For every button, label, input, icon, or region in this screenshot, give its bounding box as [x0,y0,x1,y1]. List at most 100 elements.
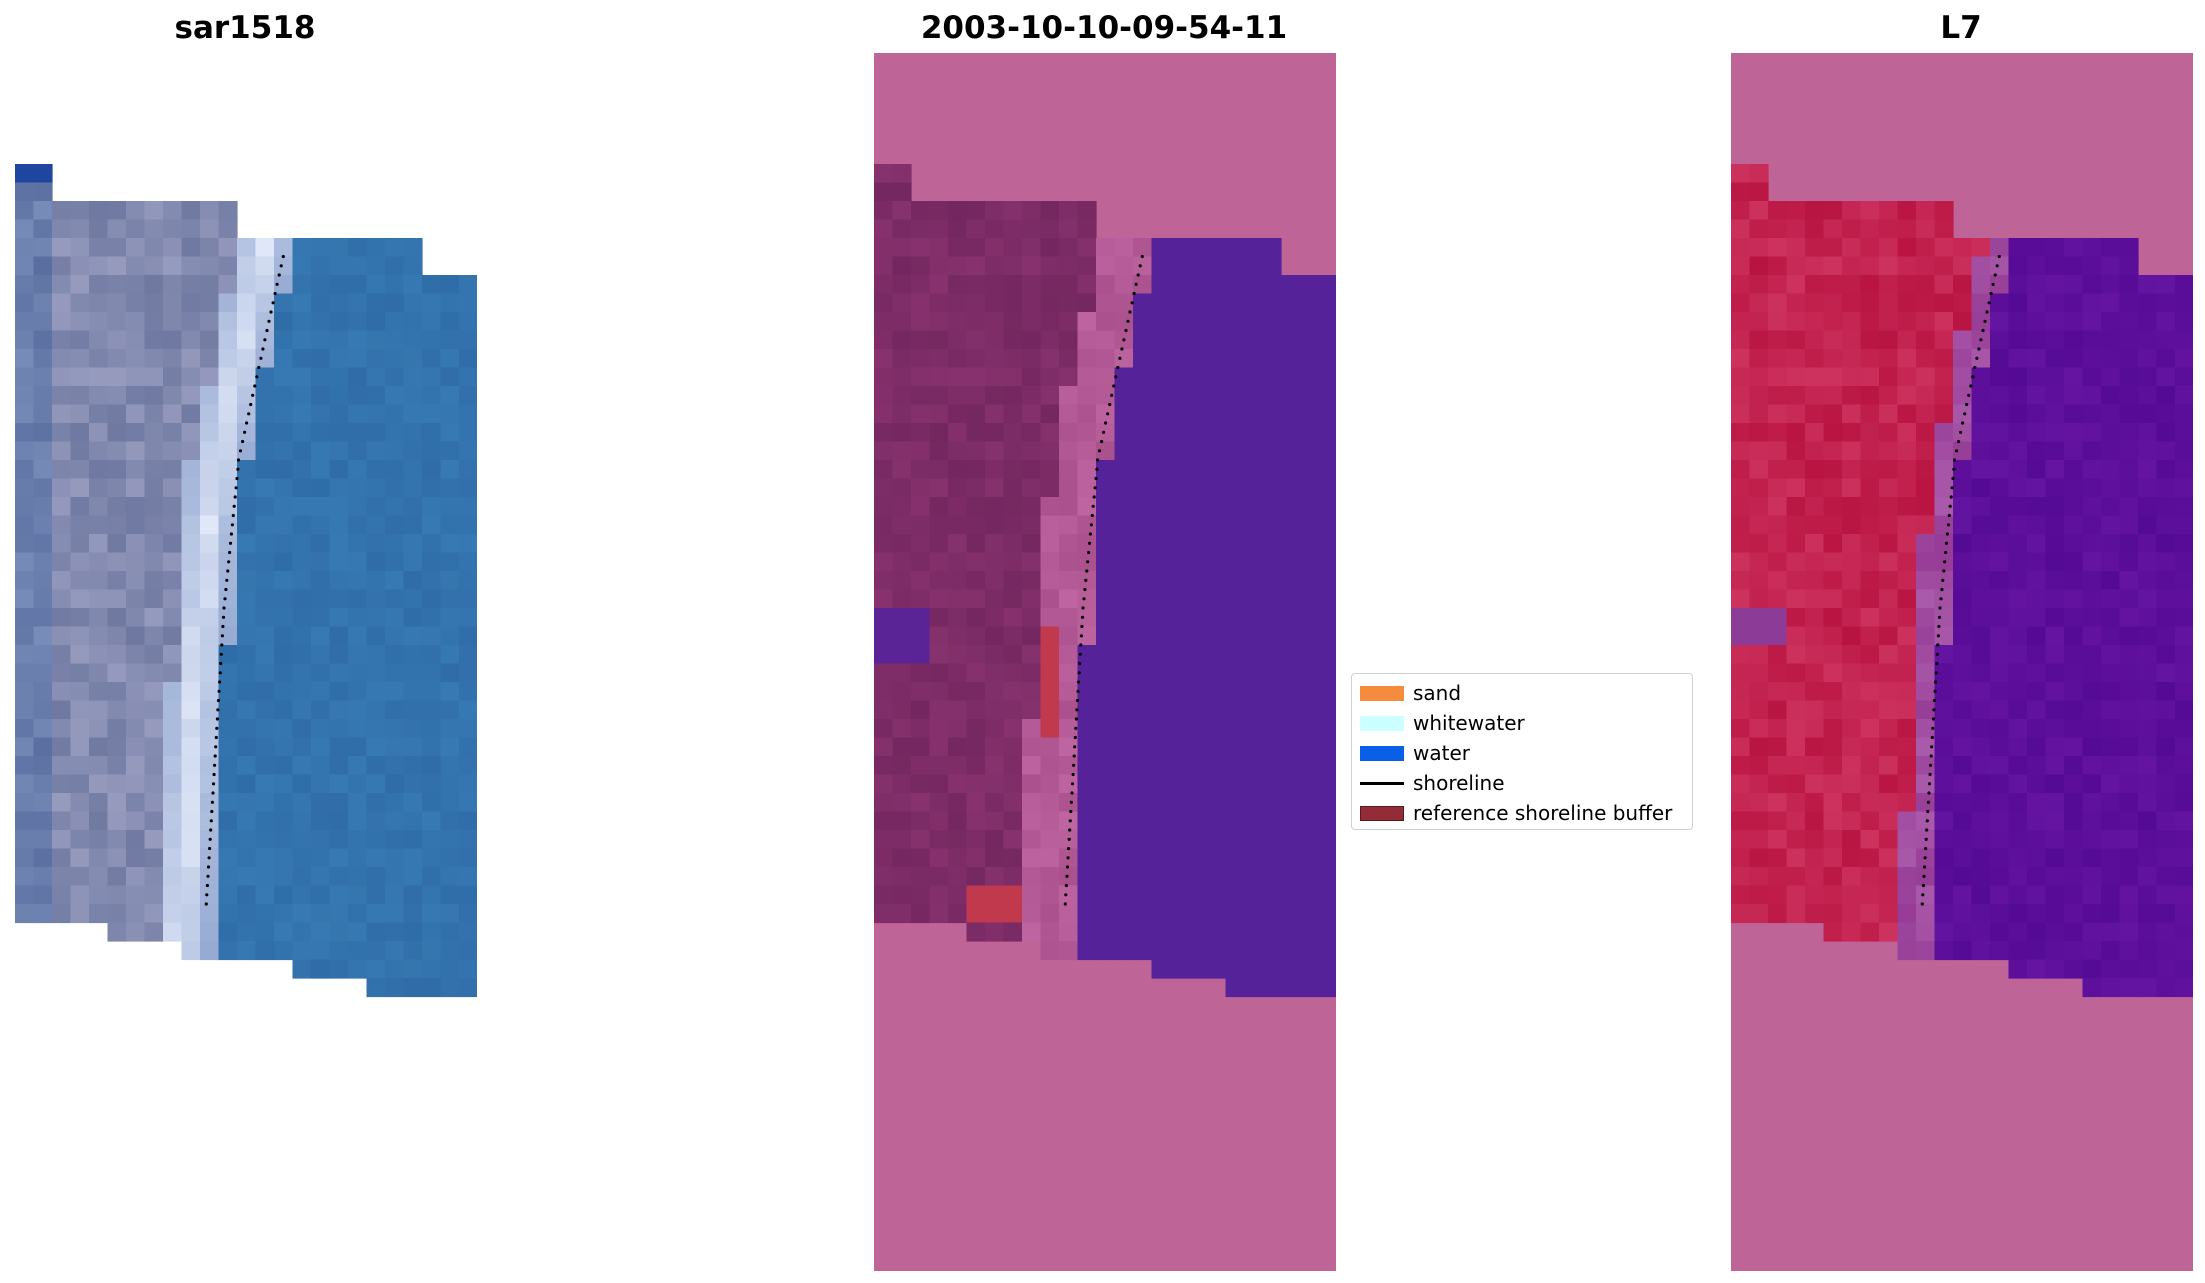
pixel [1114,811,1134,831]
pixel [144,404,164,424]
pixel [107,460,127,480]
pixel [1731,478,1751,498]
pixel [1244,552,1264,572]
pixel [1823,219,1843,239]
pixel [218,201,238,221]
pixel [163,460,183,480]
pixel [985,867,1005,887]
pixel [459,367,477,387]
pixel [218,608,238,628]
pixel [1040,201,1060,221]
pixel [2101,312,2121,332]
pixel [1860,626,1880,646]
pixel [126,349,146,369]
pixel [181,349,201,369]
pixel [1151,367,1171,387]
pixel [874,645,894,665]
pixel [1225,571,1245,591]
pixel [1244,978,1264,998]
pixel [1022,867,1042,887]
pixel [52,682,72,702]
pixel [1897,497,1917,517]
pixel [348,608,368,628]
pixel [1805,312,1825,332]
pixel [1022,312,1042,332]
pixel [1823,275,1843,295]
pixel [1934,700,1954,720]
pixel [348,941,368,961]
shoreline-point [1921,893,1925,897]
pixel [348,275,368,295]
shoreline-point [1093,486,1097,490]
pixel [70,404,90,424]
pixel [1916,515,1936,535]
shoreline-point [1079,634,1083,638]
pixel [422,959,442,979]
pixel [1897,830,1917,850]
pixel [2082,737,2102,757]
panel-title-rgb: sar1518 [174,10,316,46]
pixel [237,275,257,295]
pixel [1114,552,1134,572]
pixel [1003,811,1023,831]
shoreline-point [231,513,235,518]
pixel [2082,941,2102,961]
pixel [385,904,405,924]
pixel [329,737,349,757]
pixel [1281,441,1301,461]
pixel [311,811,331,831]
pixel [1040,793,1060,813]
pixel [948,293,968,313]
pixel [1262,645,1282,665]
pixel [255,478,275,498]
pixel [1003,830,1023,850]
pixel [144,349,164,369]
pixel [929,441,949,461]
pixel [440,885,460,905]
pixel [1897,478,1917,498]
pixel [1151,460,1171,480]
pixel [1749,293,1769,313]
pixel [311,497,331,517]
pixel [1860,552,1880,572]
pixel [1299,293,1319,313]
pixel [1077,238,1097,258]
pixel [2175,626,2193,646]
pixel [1805,201,1825,221]
shoreline-point [1921,883,1925,888]
pixel [1114,423,1134,443]
pixel [911,367,931,387]
shoreline-point [213,754,217,758]
pixel [1262,497,1282,517]
pixel [1003,201,1023,221]
pixel [1971,589,1991,609]
pixel [1096,386,1116,406]
pixel [1879,682,1899,702]
pixel [218,497,238,517]
pixel [1768,367,1788,387]
pixel [89,571,109,591]
pixel [1170,404,1190,424]
pixel [311,774,331,794]
pixel [385,367,405,387]
pixel [911,330,931,350]
pixel [366,460,386,480]
pixel [181,312,201,332]
pixel [1096,404,1116,424]
pixel [1077,441,1097,461]
pixel [1207,830,1227,850]
pixel [348,515,368,535]
pixel [1786,682,1806,702]
pixel [2064,719,2084,739]
pixel [1786,386,1806,406]
pixel [2027,423,2047,443]
pixel [2082,293,2102,313]
pixel [274,663,294,683]
shoreline-point [1979,338,1983,342]
pixel [1096,534,1116,554]
pixel [348,497,368,517]
pixel [948,774,968,794]
shoreline-point [277,273,281,277]
pixel [1244,867,1264,887]
pixel [1749,700,1769,720]
